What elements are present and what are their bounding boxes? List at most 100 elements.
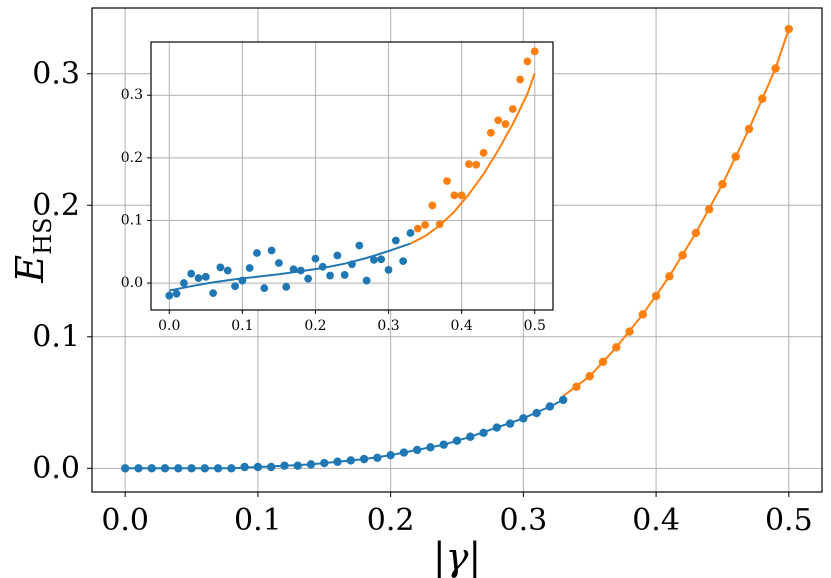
inset-series-line-blue <box>169 242 411 292</box>
inset-point-blue <box>172 289 181 298</box>
inset-point-blue <box>201 272 210 281</box>
inset-y-tick-label: 0.1 <box>121 212 143 228</box>
main-point-blue <box>293 461 302 470</box>
inset-point-blue <box>326 271 334 280</box>
main-point-blue <box>160 464 170 473</box>
main-point-blue <box>479 428 488 438</box>
inset-point-blue <box>348 260 356 269</box>
inset-point-orange <box>435 220 444 229</box>
inset-point-blue <box>304 274 313 283</box>
inset-point-orange <box>530 47 539 56</box>
main-y-tick-label: 0.0 <box>32 451 80 486</box>
inset-point-blue <box>253 249 261 257</box>
main-point-orange <box>771 64 780 73</box>
inset-point-blue <box>384 266 393 274</box>
inset-plot: 0.0 0.1 0.2 0.3 0.4 0.5 0.0 0.1 0.2 0.3 <box>121 41 554 334</box>
inset-x-tick-label: 0.4 <box>451 318 473 334</box>
inset-point-blue <box>355 241 364 250</box>
main-point-orange <box>638 310 648 319</box>
y-axis-label: EHS <box>8 217 57 283</box>
inset-x-tick-label: 0.2 <box>304 318 326 334</box>
main-point-blue <box>373 453 382 463</box>
inset-point-blue <box>311 254 320 263</box>
inset-point-blue <box>179 279 188 287</box>
main-point-blue <box>545 402 555 411</box>
main-y-tick-label: 0.1 <box>32 319 80 354</box>
inset-point-blue <box>187 269 196 278</box>
inset-point-orange <box>465 160 473 169</box>
main-point-blue <box>174 464 183 473</box>
main-point-blue <box>505 419 515 428</box>
inset-point-orange <box>494 116 503 125</box>
inset-point-blue <box>406 229 415 237</box>
main-axes-frame <box>91 7 823 493</box>
main-point-blue <box>227 464 236 473</box>
inset-point-blue <box>165 291 174 300</box>
inset-x-tick-label: 0.0 <box>158 318 180 334</box>
main-point-blue <box>280 461 289 470</box>
y-axis-label-subscript: HS <box>29 217 57 254</box>
main-point-orange <box>784 24 794 34</box>
main-point-blue <box>187 464 196 473</box>
main-point-blue <box>200 464 210 473</box>
inset-point-orange <box>472 160 481 169</box>
main-point-blue <box>253 462 263 472</box>
inset-point-blue <box>260 284 269 292</box>
main-point-orange <box>744 124 754 134</box>
main-point-blue <box>147 464 156 473</box>
inset-x-tick-label: 0.5 <box>524 318 546 334</box>
main-point-blue <box>134 464 143 473</box>
inset-point-blue <box>391 236 400 245</box>
inset-y-tick-label: 0.3 <box>121 87 143 103</box>
main-point-blue <box>452 436 462 445</box>
inset-point-blue <box>377 255 386 264</box>
main-point-blue <box>333 457 342 466</box>
inset-point-orange <box>413 224 422 233</box>
main-point-blue <box>213 464 223 473</box>
main-point-blue <box>412 445 422 455</box>
main-point-orange <box>731 152 740 161</box>
inset-point-blue <box>238 276 247 285</box>
inset-y-tick-label: 0.0 <box>121 275 143 291</box>
main-point-blue <box>359 454 369 464</box>
inset-point-blue <box>289 265 298 274</box>
inset-point-orange <box>501 120 510 128</box>
main-point-blue <box>266 462 276 472</box>
inset-plot-background <box>151 42 553 310</box>
main-point-orange <box>598 357 608 366</box>
inset-point-blue <box>333 251 342 260</box>
main-point-orange <box>612 343 621 352</box>
main-y-tick-label: 0.3 <box>32 56 80 91</box>
inset-point-blue <box>399 257 408 266</box>
main-point-blue <box>426 443 435 452</box>
inset-series-line-orange <box>410 72 536 245</box>
inset-point-orange <box>450 191 459 200</box>
inset-y-tick-label: 0.2 <box>121 150 143 166</box>
main-point-orange <box>704 205 714 214</box>
inset-point-blue <box>267 246 276 255</box>
inset-point-orange <box>516 75 525 84</box>
inset-point-blue <box>245 264 254 272</box>
inset-x-tick-label: 0.3 <box>377 318 399 334</box>
main-point-orange <box>572 382 581 391</box>
main-point-blue <box>346 456 356 465</box>
main-point-orange <box>651 291 661 301</box>
main-x-tick-label: 0.3 <box>500 503 548 538</box>
inset-point-orange <box>421 220 429 229</box>
inset-point-blue <box>223 266 232 275</box>
main-x-tick-label: 0.5 <box>765 503 813 538</box>
inset-point-blue <box>194 274 203 282</box>
main-point-orange <box>758 94 767 103</box>
inset-point-orange <box>428 201 437 210</box>
main-point-blue <box>386 450 395 460</box>
main-y-tick-label: 0.2 <box>32 188 80 223</box>
inset-point-blue <box>275 259 283 267</box>
inset-point-blue <box>216 263 225 272</box>
x-axis-label: |γ| <box>433 535 481 578</box>
inset-x-tick-label: 0.1 <box>231 318 253 334</box>
y-axis-label-main: E <box>8 255 52 284</box>
main-point-orange <box>585 372 594 381</box>
main-point-blue <box>120 464 130 473</box>
inset-point-blue <box>282 282 291 291</box>
inset-point-blue <box>318 262 327 271</box>
